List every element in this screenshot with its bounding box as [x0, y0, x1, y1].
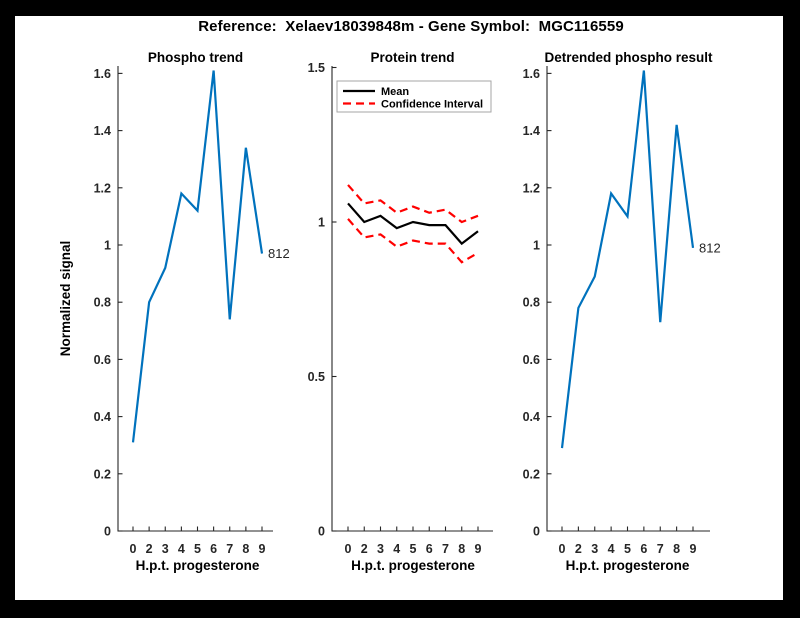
x-tick-label: 6 — [640, 542, 647, 556]
subplot-title: Protein trend — [370, 50, 454, 65]
y-tick-label: 0.2 — [94, 467, 111, 481]
series-end-label: 812 — [699, 240, 721, 255]
y-tick-label: 0 — [318, 525, 325, 539]
legend-item-label: Mean — [381, 86, 409, 98]
y-tick-label: 1.2 — [94, 181, 111, 195]
x-tick-label: 8 — [673, 542, 680, 556]
x-tick-label: 4 — [393, 542, 400, 556]
x-axis-label: H.p.t. progesterone — [136, 558, 260, 573]
x-tick-label: 3 — [162, 542, 169, 556]
x-tick-label: 0 — [345, 542, 352, 556]
subplot-phospho-trend: 00.20.40.60.811.21.41.60 2 3 4 5 6 7 8 9812Phosp… — [58, 50, 290, 573]
y-tick-label: 0 — [104, 525, 111, 539]
x-tick-label: 8 — [458, 542, 465, 556]
y-tick-label: 1 — [318, 216, 325, 230]
legend-item-label: Confidence Interval — [381, 99, 483, 111]
x-tick-label: 2 — [361, 542, 368, 556]
subplot-title: Phospho trend — [148, 50, 243, 65]
x-axis-label: H.p.t. progesterone — [566, 558, 690, 573]
x-tick-label: 5 — [624, 542, 631, 556]
x-tick-label: 4 — [178, 542, 185, 556]
y-tick-label: 0.4 — [94, 410, 111, 424]
series-phospho-signal — [131, 70, 264, 443]
x-tick-label: 4 — [608, 542, 615, 556]
y-tick-label: 0.8 — [94, 296, 111, 310]
y-tick-label: 1.4 — [94, 124, 111, 138]
y-tick-label: 0 — [533, 525, 540, 539]
x-axis-label: H.p.t. progesterone — [351, 558, 475, 573]
subplot-detrended-phospho-result: 00.20.40.60.811.21.41.60 2 3 4 5 6 7 8 9812Detre… — [523, 50, 721, 573]
figure-canvas — [15, 16, 783, 600]
x-tick-label: 2 — [575, 542, 582, 556]
legend-frame — [336, 80, 492, 113]
series-confidence-interval-upper — [347, 184, 479, 224]
y-tick-label: 0.5 — [308, 370, 325, 384]
y-tick-label: 1.2 — [523, 181, 540, 195]
x-tick-label: 7 — [657, 542, 664, 556]
y-tick-label: 1.5 — [308, 61, 325, 75]
x-tick-label: 3 — [377, 542, 384, 556]
series-mean — [347, 202, 479, 246]
x-tick-label: 3 — [591, 542, 598, 556]
y-axis-label: Normalized signal — [58, 241, 73, 357]
x-tick-label: 9 — [259, 542, 266, 556]
x-tick-label: 5 — [194, 542, 201, 556]
y-tick-label: 0.6 — [94, 353, 111, 367]
x-tick-label: 8 — [242, 542, 249, 556]
x-tick-label: 9 — [690, 542, 697, 556]
y-tick-label: 1.4 — [523, 124, 540, 138]
x-tick-label: 6 — [426, 542, 433, 556]
series-confidence-interval-lower — [347, 218, 479, 264]
x-tick-label: 6 — [210, 542, 217, 556]
x-tick-label: 0 — [559, 542, 566, 556]
y-tick-label: 0.6 — [523, 353, 540, 367]
series-end-label: 812 — [268, 246, 290, 261]
y-tick-label: 1.6 — [94, 67, 111, 81]
y-tick-label: 1 — [104, 239, 111, 253]
y-tick-label: 1 — [533, 239, 540, 253]
x-tick-label: 9 — [475, 542, 482, 556]
x-tick-label: 2 — [146, 542, 153, 556]
y-tick-label: 0.2 — [523, 467, 540, 481]
x-tick-label: 7 — [442, 542, 449, 556]
x-tick-label: 7 — [226, 542, 233, 556]
y-tick-label: 0.4 — [523, 410, 540, 424]
subplot-title: Detrended phospho result — [544, 50, 713, 65]
y-tick-label: 1.6 — [523, 67, 540, 81]
y-tick-label: 0.8 — [523, 296, 540, 310]
series-detrended-phospho — [560, 70, 695, 449]
figure-title: Reference: Xelaev18039848m - Gene Symbol… — [198, 18, 624, 35]
x-tick-label: 0 — [130, 542, 137, 556]
x-tick-label: 5 — [410, 542, 417, 556]
